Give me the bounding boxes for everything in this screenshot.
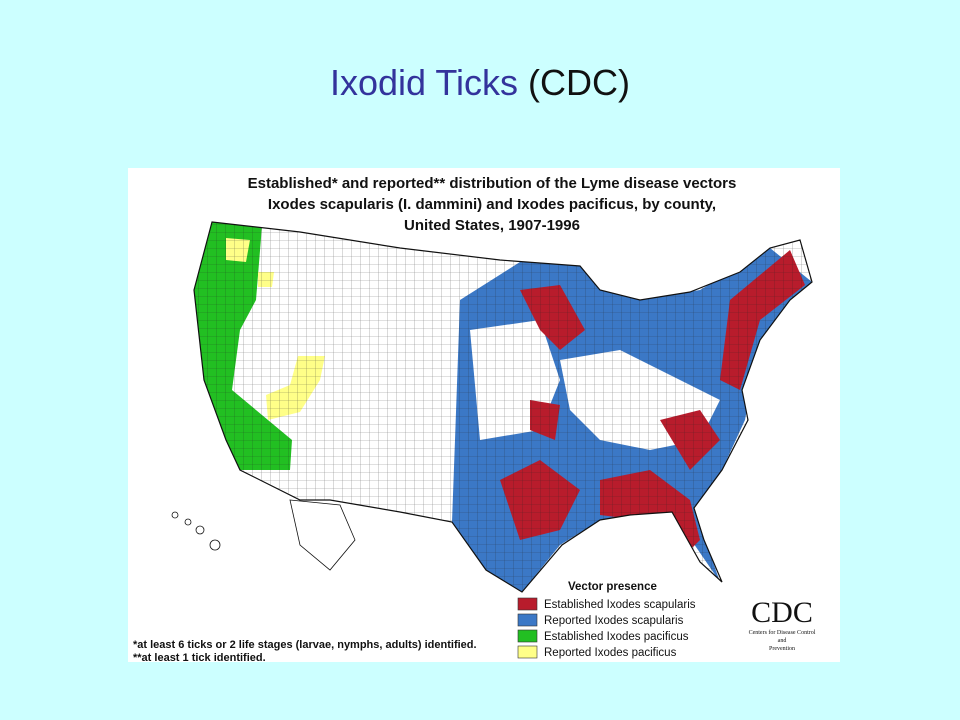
logo-line: and	[778, 638, 787, 644]
alaska	[289, 499, 356, 571]
hawaii	[171, 511, 221, 551]
logo-line: Centers for Disease Control	[749, 629, 816, 636]
map-figure: Established* and reported** distribution…	[128, 168, 840, 664]
logo-name: CDC	[751, 596, 813, 629]
legend: Established Ixodes scapularis Reported Ix…	[517, 597, 696, 659]
legend-swatch	[517, 629, 538, 643]
slide-title: Ixodid Ticks (CDC)	[330, 62, 630, 103]
footnote: **at least 1 tick identified.	[133, 652, 266, 664]
map-title-line: Ixodes scapularis (I. dammini) and Ixode…	[268, 196, 716, 213]
legend-label: Established Ixodes pacificus	[544, 631, 689, 643]
title-main: Ixodid Ticks	[330, 62, 518, 103]
footnote: *at least 6 ticks or 2 life stages (larv…	[133, 639, 477, 651]
legend-title: Vector presence	[568, 581, 657, 593]
legend-swatch	[517, 613, 538, 627]
legend-swatch	[517, 645, 538, 659]
legend-label: Reported Ixodes scapularis	[544, 615, 684, 627]
map-title-line: United States, 1907-1996	[404, 217, 580, 234]
map-title-line: Established* and reported** distribution…	[248, 175, 737, 192]
legend-label: Established Ixodes scapularis	[544, 599, 696, 611]
legend-label: Reported Ixodes pacificus	[544, 647, 677, 659]
us-outline	[193, 221, 813, 593]
legend-swatch	[517, 597, 538, 611]
logo-line: Prevention	[769, 646, 795, 652]
title-source: (CDC)	[528, 62, 630, 103]
